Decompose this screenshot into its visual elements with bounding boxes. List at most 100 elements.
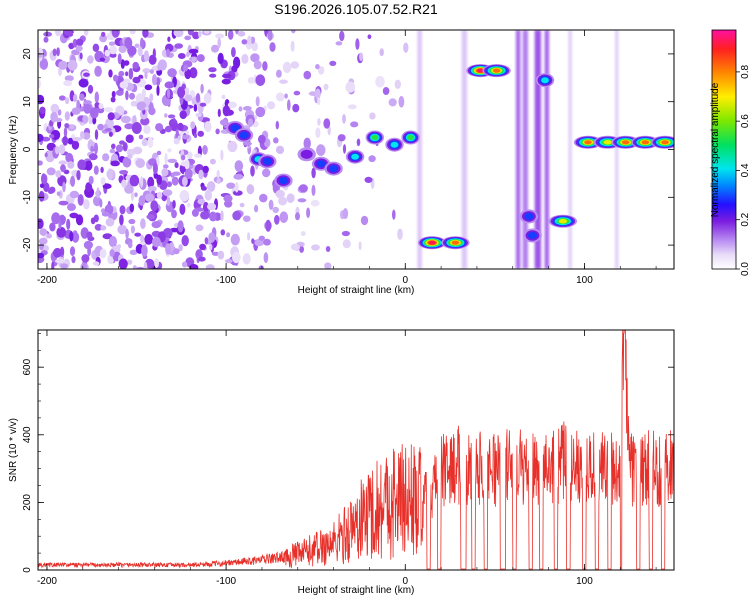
heatmap-noise-speck bbox=[156, 150, 162, 156]
heatmap-contour-level bbox=[230, 124, 240, 132]
heatmap-noise-speck bbox=[142, 68, 151, 74]
heatmap-noise-speck bbox=[263, 252, 269, 264]
heatmap-noise-speck bbox=[247, 35, 252, 46]
heatmap-noise-speck bbox=[173, 138, 180, 145]
heatmap-noise-speck bbox=[138, 195, 146, 206]
heatmap-noise-speck bbox=[238, 106, 243, 112]
heatmap-noise-speck bbox=[152, 74, 157, 86]
heatmap-noise-speck bbox=[127, 241, 133, 249]
heatmap-noise-speck bbox=[200, 210, 210, 220]
heatmap-noise-speck bbox=[325, 246, 331, 252]
heatmap-noise-speck bbox=[38, 133, 44, 142]
heatmap-noise-speck bbox=[222, 105, 231, 117]
heatmap-noise-speck bbox=[209, 211, 217, 222]
heatmap-y-label: Frequency (Hz) bbox=[8, 116, 19, 185]
heatmap-noise-speck bbox=[178, 244, 183, 252]
heatmap-noise-speck bbox=[41, 173, 47, 185]
heatmap-noise-speck bbox=[337, 134, 346, 142]
heatmap-noise-speck bbox=[172, 200, 176, 209]
heatmap-noise-speck bbox=[268, 199, 274, 210]
heatmap-blob bbox=[535, 73, 555, 88]
heatmap-contour-level bbox=[621, 140, 630, 145]
heatmap-noise-speck bbox=[184, 94, 193, 102]
heatmap-noise-speck bbox=[63, 127, 68, 138]
heatmap-noise-speck bbox=[129, 203, 135, 213]
heatmap-noise-speck bbox=[94, 129, 99, 141]
heatmap-noise-speck bbox=[299, 245, 304, 253]
heatmap-streak bbox=[544, 30, 550, 269]
heatmap-noise-speck bbox=[217, 108, 221, 118]
heatmap-noise-speck bbox=[109, 148, 116, 154]
heatmap-streak bbox=[522, 30, 528, 269]
heatmap-noise-speck bbox=[99, 198, 103, 208]
heatmap-noise-speck bbox=[111, 143, 116, 150]
heatmap-noise-speck bbox=[82, 132, 91, 140]
heatmap-noise-speck bbox=[233, 173, 244, 180]
heatmap-noise-speck bbox=[359, 52, 364, 61]
heatmap-noise-speck bbox=[130, 225, 135, 234]
snr-frame bbox=[37, 329, 675, 571]
heatmap-noise-speck bbox=[175, 128, 179, 139]
heatmap-noise-speck bbox=[189, 264, 199, 269]
heatmap-noise-speck bbox=[203, 30, 210, 34]
colorbar-tick-label: 0.6 bbox=[740, 114, 750, 128]
heatmap-noise-speck bbox=[232, 210, 242, 221]
heatmap-noise-speck bbox=[83, 30, 89, 36]
heatmap-noise-speck bbox=[123, 60, 130, 66]
heatmap-noise-speck bbox=[78, 78, 89, 88]
heatmap-noise-speck bbox=[272, 206, 280, 214]
heatmap-noise-speck bbox=[315, 127, 321, 138]
heatmap-noise-speck bbox=[342, 144, 347, 154]
heatmap-noise-speck bbox=[144, 233, 154, 245]
heatmap-noise-speck bbox=[258, 235, 265, 241]
heatmap-noise-speck bbox=[234, 160, 244, 172]
heatmap-noise-speck bbox=[179, 110, 187, 120]
heatmap-noise-speck bbox=[251, 238, 255, 244]
heatmap-noise-speck bbox=[102, 153, 110, 162]
heatmap-noise-speck bbox=[129, 174, 140, 187]
heatmap-noise-speck bbox=[143, 50, 149, 62]
heatmap-contour-level bbox=[329, 165, 339, 173]
heatmap-noise-speck bbox=[177, 135, 181, 141]
heatmap-contour-level bbox=[316, 160, 326, 168]
heatmap-noise-speck bbox=[250, 165, 255, 177]
heatmap-noise-speck bbox=[246, 184, 255, 195]
heatmap-noise-speck bbox=[79, 52, 83, 60]
heatmap-noise-speck bbox=[217, 250, 225, 260]
heatmap-contour-level bbox=[239, 131, 249, 139]
heatmap-blob bbox=[519, 209, 539, 224]
heatmap-noise-speck bbox=[166, 196, 171, 207]
heatmap-noise-speck bbox=[290, 243, 300, 251]
heatmap-noise-speck bbox=[198, 31, 202, 38]
heatmap-noise-speck bbox=[231, 47, 236, 58]
heatmap-noise-speck bbox=[223, 194, 233, 202]
heatmap-contour-level bbox=[641, 140, 650, 145]
heatmap-noise-speck bbox=[163, 164, 169, 169]
heatmap-blob bbox=[573, 135, 603, 149]
heatmap-noise-speck bbox=[286, 193, 295, 203]
heatmap-noise-speck bbox=[86, 231, 93, 239]
heatmap-x-label: Height of straight line (km) bbox=[298, 285, 415, 296]
heatmap-noise-speck bbox=[109, 249, 115, 257]
heatmap-noise-speck bbox=[278, 196, 288, 206]
heatmap-noise-speck bbox=[152, 48, 156, 59]
heatmap-streak bbox=[461, 30, 468, 269]
snr-x-tick-label: 100 bbox=[576, 576, 593, 587]
heatmap-noise-speck bbox=[79, 93, 85, 101]
heatmap-noise-speck bbox=[200, 186, 207, 191]
heatmap-noise-speck bbox=[273, 137, 279, 144]
heatmap-noise-speck bbox=[56, 191, 61, 196]
heatmap-noise-speck bbox=[115, 144, 124, 153]
heatmap-noise-speck bbox=[70, 175, 76, 187]
heatmap-noise-speck bbox=[94, 142, 98, 155]
heatmap-noise-speck bbox=[197, 256, 206, 262]
heatmap-noise-speck bbox=[43, 182, 50, 193]
heatmap-noise-speck bbox=[58, 144, 66, 155]
heatmap-noise-speck bbox=[200, 83, 204, 94]
heatmap-noise-speck bbox=[124, 37, 133, 49]
heatmap-noise-speck bbox=[197, 198, 206, 205]
heatmap-blob bbox=[365, 130, 384, 145]
heatmap-noise-speck bbox=[184, 168, 193, 180]
heatmap-noise-speck bbox=[55, 170, 62, 178]
heatmap-noise-speck bbox=[55, 117, 63, 123]
